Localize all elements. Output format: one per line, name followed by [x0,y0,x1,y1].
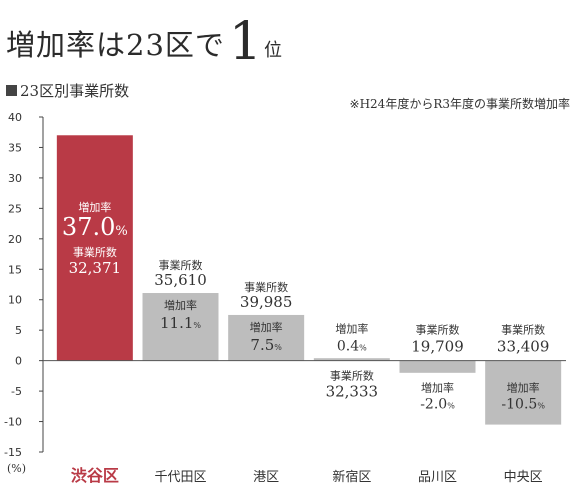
rate-caption: 増加率 [250,320,283,334]
count-data-label: 39,985 [240,293,293,311]
y-tick-label: 15 [8,263,22,276]
count-data-label: 35,610 [154,271,207,289]
count-data-label: 32,333 [326,383,379,401]
x-category-label: 港区 [253,470,279,485]
y-axis-unit: (%) [7,462,27,475]
y-tick-label: 5 [15,324,22,337]
count-caption: 事業所数 [159,259,203,272]
x-category-label: 新宿区 [332,469,371,485]
bar [56,135,133,361]
x-category-label: 渋谷区 [71,466,119,485]
rate-caption: 増加率 [421,381,454,395]
headline: 増加率は23区で 1 位 [6,8,282,68]
rate-caption: 増加率 [335,322,368,336]
x-category-label: 千代田区 [154,470,206,485]
count-caption: 事業所数 [330,370,374,383]
rate-data-label: -10.5% [501,397,545,413]
y-tick-label: 40 [8,111,22,124]
bar [313,358,390,361]
bar [399,360,476,373]
count-caption: 事業所数 [73,246,117,259]
y-tick-label: 0 [15,355,22,368]
y-tick-label: 10 [8,294,22,307]
rate-data-label: 11.1% [160,314,201,332]
y-tick-label: 25 [8,202,22,215]
rate-caption: 増加率 [507,381,540,395]
x-category-label: 品川区 [418,470,457,485]
count-data-label: 19,709 [411,338,464,356]
count-caption: 事業所数 [416,324,460,337]
y-tick-label: 35 [8,141,22,154]
y-tick-label: -15 [4,446,22,459]
headline-text: 増加率は23区で [6,28,225,62]
rate-data-label: 37.0% [62,213,128,241]
square-marker-icon [6,85,17,96]
headline-rank: 1 [228,12,262,72]
count-data-label: 33,409 [497,338,550,356]
bar [485,360,562,425]
chart-note: ※H24年度からR3年度の事業所数増加率 [349,97,570,111]
y-tick-label: -10 [4,416,22,429]
headline-suffix: 位 [264,40,282,61]
count-caption: 事業所数 [501,324,545,337]
count-caption: 事業所数 [244,281,288,294]
bar [142,293,219,361]
y-tick-label: -5 [11,385,22,398]
y-tick-label: 20 [8,233,22,246]
rate-caption: 増加率 [164,298,197,312]
chart-subtitle: 23区別事業所数 [6,80,129,101]
rate-data-label: 7.5% [250,336,282,354]
y-tick-label: 30 [8,172,22,185]
rate-data-label: 0.4% [337,339,367,355]
rate-caption: 増加率 [78,200,111,214]
bar [228,314,305,361]
rate-data-label: -2.0% [420,397,455,413]
chart-subtitle-text: 23区別事業所数 [20,82,130,100]
x-category-label: 中央区 [504,470,543,485]
count-data-label: 32,371 [69,259,122,277]
